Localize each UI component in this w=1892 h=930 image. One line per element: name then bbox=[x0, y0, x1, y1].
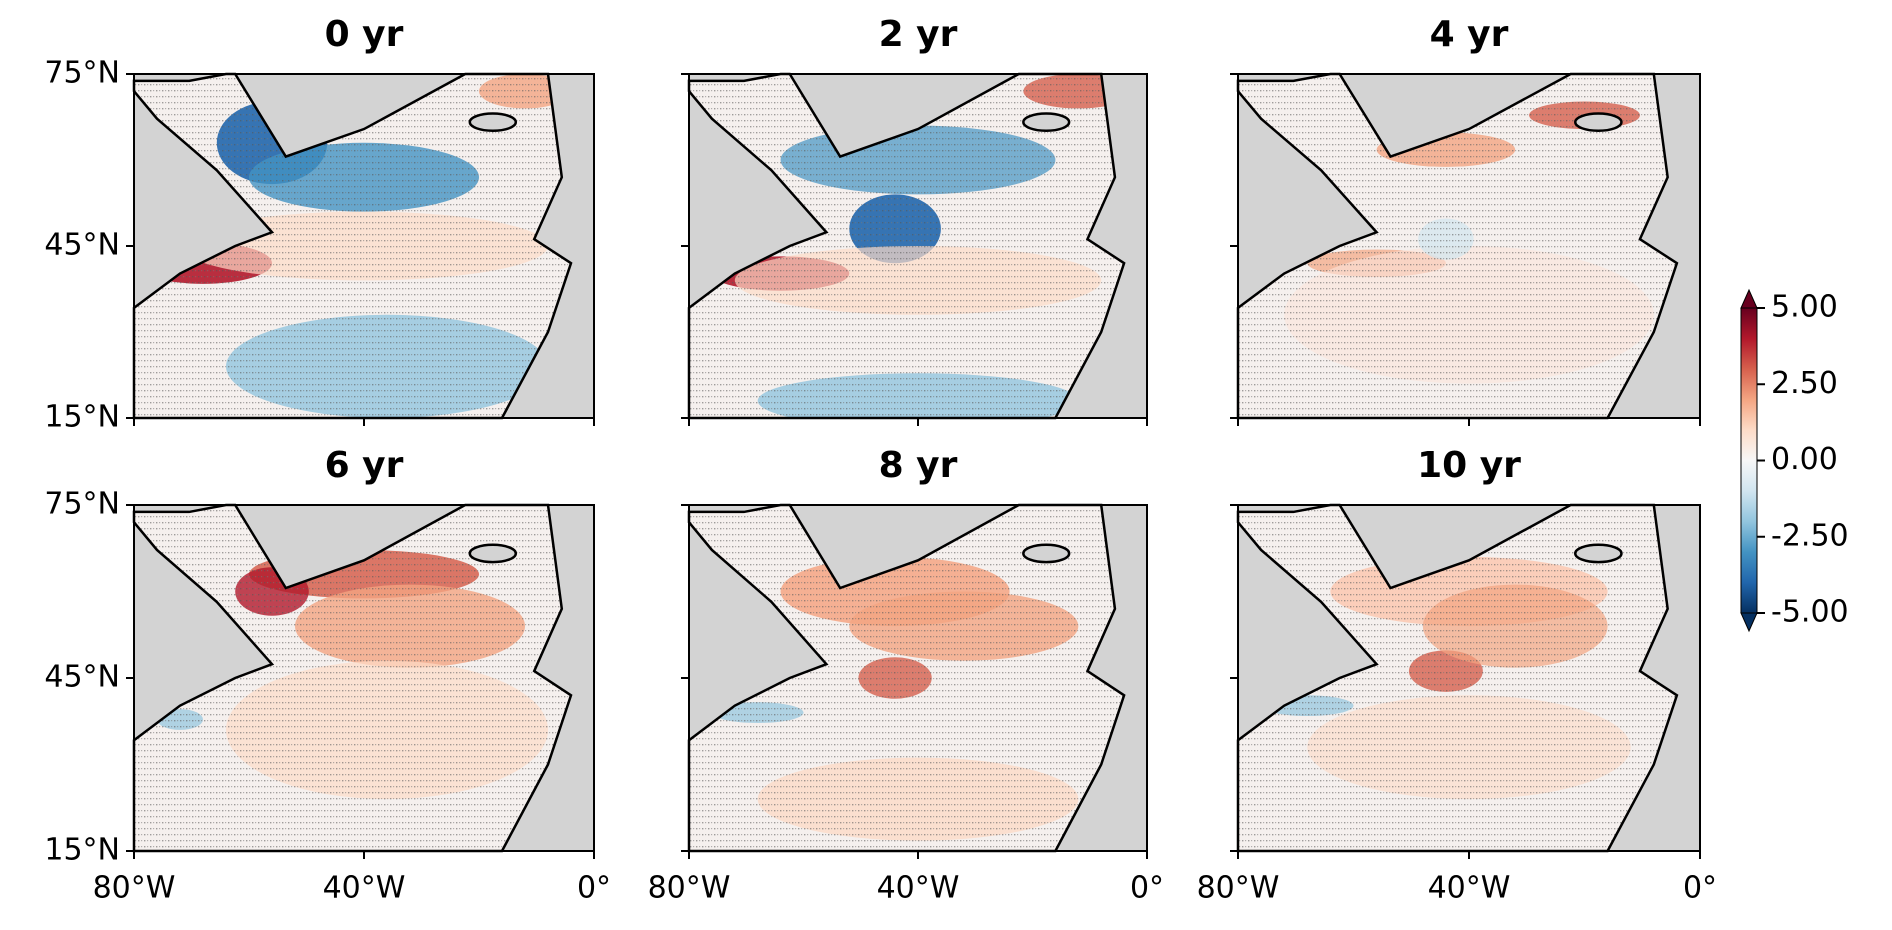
colorbar-tick-label: -5.00 bbox=[1771, 595, 1849, 630]
map-panel bbox=[132, 72, 595, 420]
panel-title: 10 yr bbox=[1417, 445, 1521, 486]
x-tick-label: 40°W bbox=[1428, 871, 1511, 906]
x-tick-label: 0° bbox=[1130, 871, 1164, 906]
colorbar-tick-label: 2.50 bbox=[1771, 366, 1838, 401]
x-tick-label: 80°W bbox=[1197, 871, 1280, 906]
x-tick-label: 0° bbox=[577, 871, 611, 906]
x-tick-label: 80°W bbox=[648, 871, 731, 906]
panel-title: 6 yr bbox=[325, 445, 404, 486]
map-panel bbox=[687, 503, 1148, 853]
y-tick-label: 45°N bbox=[44, 660, 120, 695]
y-tick-label: 15°N bbox=[44, 833, 120, 868]
iceland bbox=[468, 543, 518, 564]
x-tick-label: 80°W bbox=[93, 871, 176, 906]
panel-title: 8 yr bbox=[879, 445, 958, 486]
iceland bbox=[1022, 112, 1071, 133]
colorbar bbox=[1740, 307, 1758, 614]
map-panel bbox=[1236, 503, 1701, 853]
iceland bbox=[1022, 543, 1071, 564]
panel-title: 4 yr bbox=[1430, 14, 1509, 55]
colorbar-extend-max bbox=[1740, 288, 1758, 309]
panel-title: 2 yr bbox=[879, 14, 958, 55]
iceland bbox=[1574, 112, 1623, 133]
iceland bbox=[468, 112, 518, 133]
map-panel bbox=[1236, 72, 1701, 420]
y-tick-label: 75°N bbox=[44, 56, 120, 91]
y-tick-label: 75°N bbox=[44, 487, 120, 522]
x-tick-label: 0° bbox=[1683, 871, 1717, 906]
colorbar-tick-label: 0.00 bbox=[1771, 442, 1838, 477]
map-panel bbox=[132, 503, 595, 853]
x-tick-label: 40°W bbox=[877, 871, 960, 906]
y-tick-label: 45°N bbox=[44, 228, 120, 263]
colorbar-tick-label: -2.50 bbox=[1771, 518, 1849, 553]
y-tick-label: 15°N bbox=[44, 400, 120, 435]
iceland bbox=[1574, 543, 1623, 564]
colorbar-tick-label: 5.00 bbox=[1771, 290, 1838, 325]
x-tick-label: 40°W bbox=[323, 871, 406, 906]
colorbar-extend-min bbox=[1740, 612, 1758, 633]
panel-title: 0 yr bbox=[325, 14, 404, 55]
map-panel bbox=[687, 72, 1148, 420]
